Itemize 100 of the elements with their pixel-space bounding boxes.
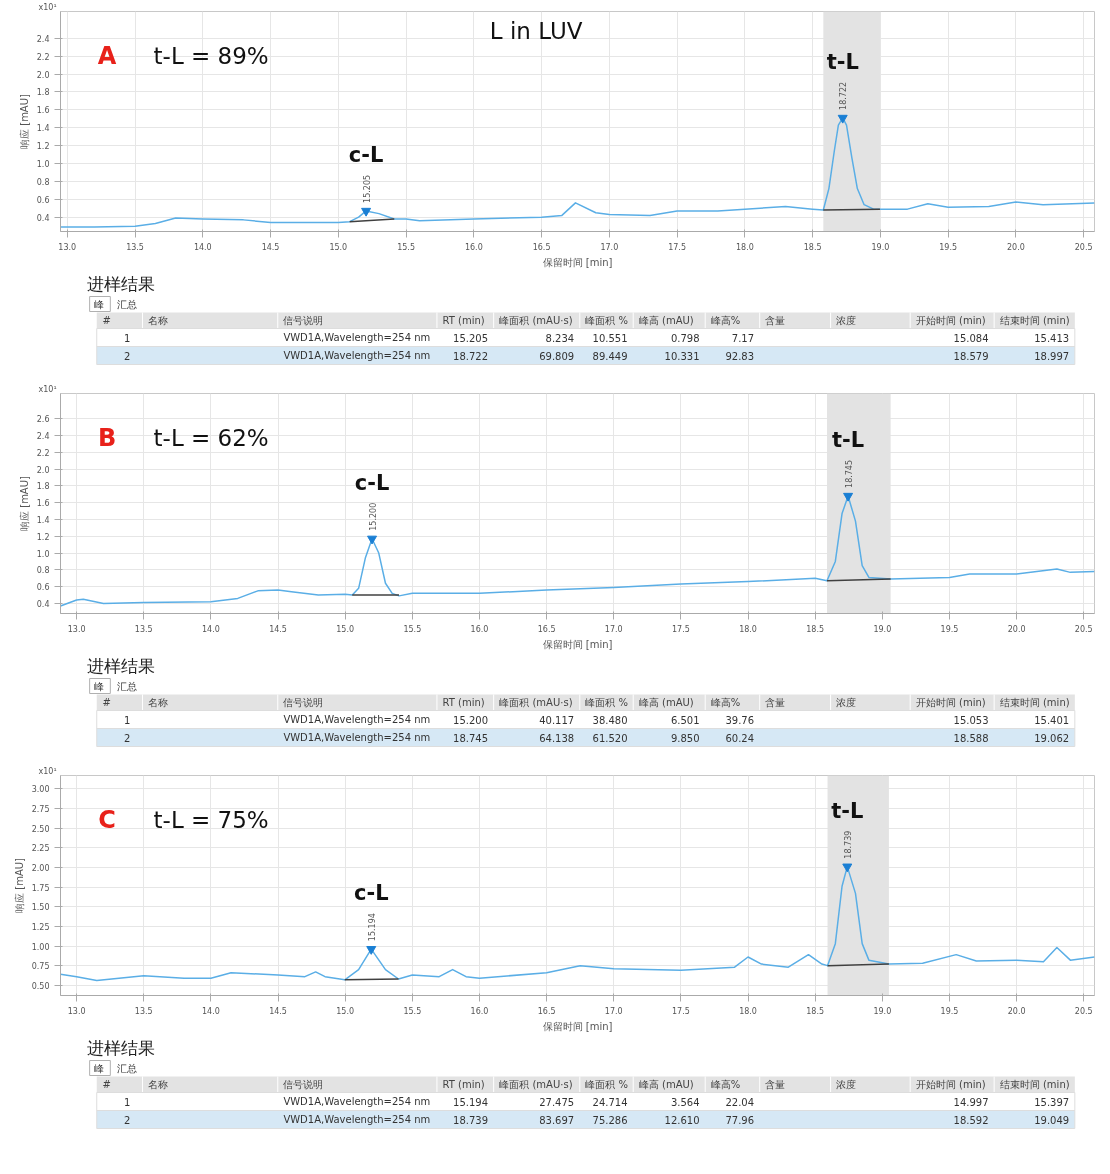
category-label: RT (min) [442, 1079, 485, 1090]
text: 1 [123, 714, 131, 726]
text: VWD1A,Wavelength=254 nm [283, 1114, 431, 1125]
x-tick-label: 17.5 [668, 242, 687, 252]
category-label: 峰高% [710, 697, 741, 708]
y-tick-label: 2.4 [36, 34, 50, 44]
text: 2 [123, 732, 131, 744]
y-tick-label: 2.0 [36, 70, 50, 80]
text: 进样结果 [86, 655, 155, 676]
annotation: L in LUV [489, 17, 583, 44]
category-label: RT (min) [442, 697, 485, 708]
text: 75.286 [592, 1114, 628, 1126]
category-label: 浓度 [836, 315, 857, 326]
category-label: 名称 [148, 315, 169, 326]
y-tick-label: 2.0 [36, 465, 50, 475]
y-tick-label: 3.00 [31, 785, 50, 795]
x-tick-label: 18.0 [735, 242, 754, 252]
x-tick-label: 14.0 [201, 1006, 220, 1016]
x-tick-label: 16.0 [464, 242, 483, 252]
y-tick-label: 2.2 [36, 448, 50, 458]
category-label: 信号说明 [283, 1079, 324, 1090]
text: 峰 [94, 1063, 105, 1074]
text: 18.997 [1034, 350, 1070, 362]
y-tick-label: 2.2 [36, 52, 50, 62]
x-tick-label: 17.0 [604, 624, 623, 634]
x-tick-label: 18.0 [739, 624, 757, 634]
x-tick-label: 15.5 [397, 242, 415, 252]
y-tick-label: 2.25 [31, 844, 50, 854]
category-label: RT (min) [442, 315, 485, 326]
text: B [97, 423, 117, 452]
text: 61.520 [592, 732, 628, 744]
text: 进样结果 [86, 1037, 155, 1058]
text: VWD1A,Wavelength=254 nm [283, 732, 431, 743]
text: 69.809 [539, 350, 575, 362]
y-axis-title: 响应 [mAU] [18, 93, 30, 149]
text: t-L = 62% [153, 424, 269, 451]
y-tick-label: 1.0 [36, 160, 50, 170]
y-tick-label: 0.8 [36, 177, 50, 187]
x-tick-label: 16.5 [532, 242, 551, 252]
text: 18.588 [953, 732, 989, 744]
x-tick-label: 17.5 [671, 1006, 690, 1016]
x-tick-label: 19.0 [871, 242, 890, 252]
text: VWD1A,Wavelength=254 nm [283, 714, 431, 725]
category-label: # [102, 697, 111, 708]
y-tick-label: 2.4 [36, 431, 50, 441]
text: 24.714 [592, 1096, 628, 1108]
y-tick-label: 1.8 [36, 482, 50, 492]
category-label: 结束时间 (min) [999, 1079, 1070, 1090]
text: 14.997 [953, 1096, 989, 1108]
category-label: 开始时间 (min) [915, 697, 986, 708]
category-label: 峰面积 (mAU·s) [499, 315, 573, 326]
y-tick-label: 1.8 [36, 88, 50, 98]
text: x10¹ [38, 766, 57, 776]
text: 15.401 [1034, 714, 1070, 726]
text: 9.850 [670, 732, 700, 744]
x-tick-label: 17.5 [671, 624, 690, 634]
x-tick-label: 20.5 [1074, 624, 1093, 634]
y-tick-label: 1.4 [36, 124, 50, 134]
x-tick-label: 18.5 [806, 1006, 825, 1016]
text: 8.234 [545, 332, 575, 344]
y-tick-label: 0.6 [36, 583, 50, 593]
category-label: 峰面积 % [585, 697, 629, 708]
category-label: 名称 [148, 697, 169, 708]
category-label: 结束时间 (min) [999, 697, 1070, 708]
annotation: 15.194 [367, 913, 377, 942]
x-tick-label: 13.5 [134, 624, 153, 634]
x-tick-label: 14.0 [193, 242, 212, 252]
text: 汇总 [116, 681, 137, 692]
category-label: 峰高 (mAU) [638, 1079, 694, 1090]
category-label: 峰面积 (mAU·s) [499, 697, 573, 708]
category-label: 信号说明 [283, 697, 324, 708]
text: 22.04 [725, 1096, 755, 1108]
annotation: t-L [832, 427, 865, 452]
x-tick-label: 17.0 [604, 1006, 623, 1016]
text: 15.413 [1034, 332, 1070, 344]
text: 2 [123, 350, 131, 362]
text: 18.592 [953, 1114, 989, 1126]
y-axis-title: 响应 [mAU] [18, 475, 30, 531]
text: 进样结果 [86, 273, 155, 294]
y-tick-label: 1.2 [36, 532, 50, 542]
text: t-L = 75% [153, 806, 269, 833]
category-label: 含量 [765, 697, 786, 708]
text: 15.084 [953, 332, 989, 344]
text: x10¹ [38, 384, 57, 394]
text: VWD1A,Wavelength=254 nm [283, 1096, 431, 1107]
y-tick-label: 0.50 [31, 981, 50, 991]
text: 峰 [94, 681, 105, 692]
text: 64.138 [539, 732, 575, 744]
annotation: c-L [354, 470, 390, 495]
text: 12.610 [664, 1114, 700, 1126]
text: 18.739 [453, 1114, 489, 1126]
text: VWD1A,Wavelength=254 nm [283, 350, 431, 361]
text: 2 [123, 1114, 131, 1126]
annotation: 15.200 [368, 502, 378, 531]
category-label: 含量 [765, 315, 786, 326]
annotation: 18.722 [839, 81, 849, 110]
y-tick-label: 0.75 [31, 962, 50, 972]
x-tick-label: 13.5 [134, 1006, 153, 1016]
text: 27.475 [539, 1096, 575, 1108]
text: 18.579 [953, 350, 989, 362]
